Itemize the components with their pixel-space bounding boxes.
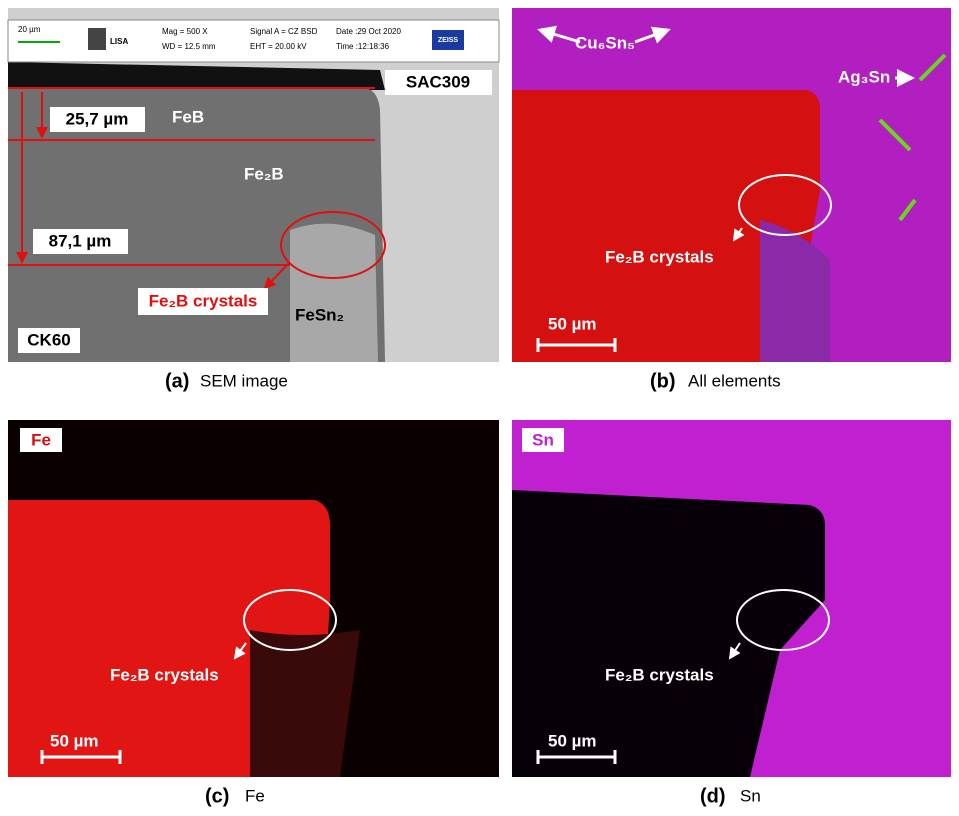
eht: EHT = 20.00 kV xyxy=(250,42,307,51)
scale-text: 50 µm xyxy=(548,731,597,750)
caption: SEM image xyxy=(200,371,288,390)
label: Sn xyxy=(532,430,554,449)
scale-text: 50 µm xyxy=(50,731,99,750)
label: Fe₂B crystals xyxy=(149,291,258,310)
caption-letter: (b) xyxy=(650,370,676,392)
date: Date :29 Oct 2020 xyxy=(336,27,401,36)
caption: Fe xyxy=(245,786,265,805)
label: FeSn₂ xyxy=(295,305,344,324)
label: 87,1 µm xyxy=(49,231,112,250)
label: Fe₂B crystals xyxy=(605,665,714,684)
caption-letter: (a) xyxy=(165,370,189,392)
label: Cu₆Sn₅ xyxy=(575,33,635,52)
logo: LISA xyxy=(110,37,128,46)
label: Fe₂B xyxy=(244,164,284,183)
label: FeB xyxy=(172,107,204,126)
caption-letter: (c) xyxy=(205,785,229,807)
scale-text: 50 µm xyxy=(548,314,597,333)
panel-a: 20 µm LISA Mag = 500 X WD = 12.5 mm Sign… xyxy=(8,8,499,362)
caption: All elements xyxy=(688,371,781,390)
label: Fe₂B crystals xyxy=(110,665,219,684)
wd: WD = 12.5 mm xyxy=(162,42,216,51)
signal: Signal A = CZ BSD xyxy=(250,27,318,36)
panel-b: Cu₆Sn₅ Ag₃Sn Fe₂B crystals 50 µm xyxy=(512,8,951,362)
caption: Sn xyxy=(740,786,761,805)
label: CK60 xyxy=(27,330,70,349)
panel-c: Fe Fe₂B crystals 50 µm xyxy=(8,420,499,777)
label: 25,7 µm xyxy=(66,109,129,128)
label: Fe xyxy=(31,430,51,449)
scale-text: 20 µm xyxy=(18,25,41,34)
label: Fe₂B crystals xyxy=(605,247,714,266)
brand: ZEISS xyxy=(438,37,459,44)
time: Time :12:18:36 xyxy=(336,42,390,51)
label: Ag₃Sn xyxy=(838,67,890,86)
caption-letter: (d) xyxy=(700,785,726,807)
mag: Mag = 500 X xyxy=(162,27,208,36)
figure: 20 µm LISA Mag = 500 X WD = 12.5 mm Sign… xyxy=(0,0,959,811)
panel-d: Sn Fe₂B crystals 50 µm xyxy=(512,420,951,777)
label: SAC309 xyxy=(406,72,470,91)
